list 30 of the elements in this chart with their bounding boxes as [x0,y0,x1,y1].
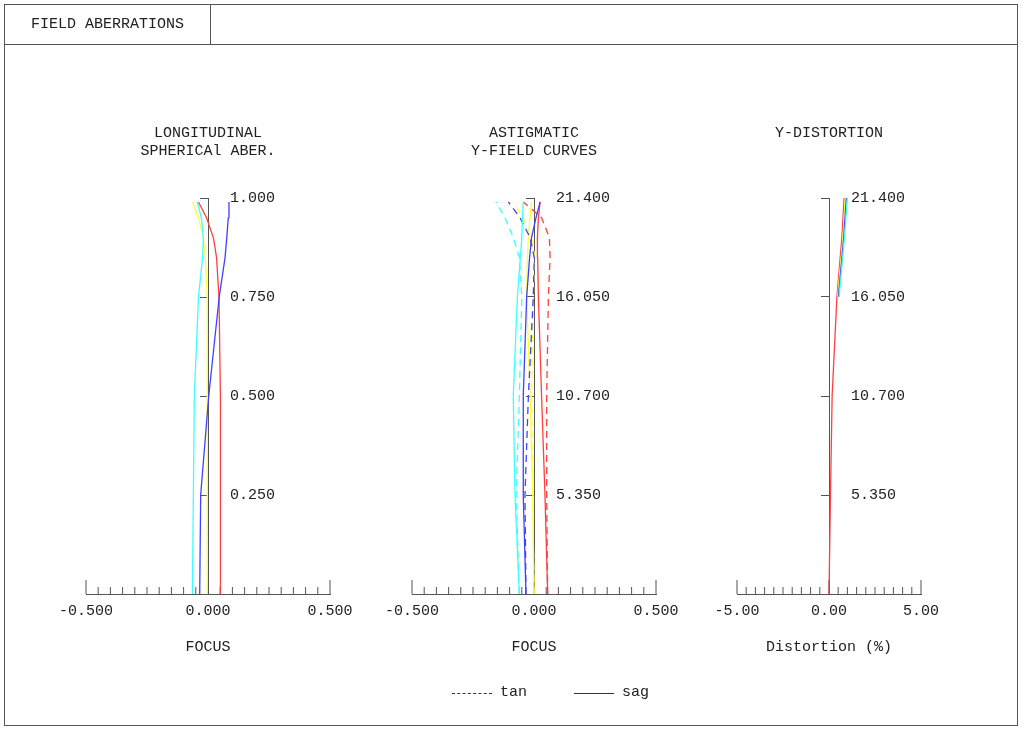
x-axis-title: Distortion (%) [765,638,893,656]
y-tick-label: 16.050 [851,288,906,306]
x-tick-label: 0.000 [511,602,557,620]
y-tick-label: 16.050 [556,288,611,306]
y-tick-label: 21.400 [556,189,611,207]
y-tick-label: 21.400 [851,189,906,207]
chart-title: LONGITUDINAL SPHERICAl ABER. [140,124,276,160]
x-tick-label: 0.500 [633,602,679,620]
y-tick-label: 0.250 [230,486,276,504]
x-tick-label: 0.000 [185,602,231,620]
x-tick-label: 0.500 [307,602,353,620]
y-tick-label: 5.350 [556,486,602,504]
x-tick-label: 0.00 [810,602,848,620]
y-tick-label: 0.750 [230,288,276,306]
y-tick-label: 0.500 [230,387,276,405]
chart-title: ASTIGMATIC Y-FIELD CURVES [470,124,598,160]
y-tick-label: 1.000 [230,189,276,207]
x-tick-label: -0.500 [58,602,114,620]
text: FIELD ABERRATIONS [5,5,212,44]
text: tan [500,683,528,703]
y-tick-label: 10.700 [556,387,611,405]
x-axis-title: FOCUS [185,638,231,656]
x-tick-label: 5.00 [902,602,940,620]
x-tick-label: -0.500 [384,602,440,620]
x-axis-title: FOCUS [511,638,557,656]
chart-title: Y-DISTORTION [774,124,884,142]
y-tick-label: 10.700 [851,387,906,405]
x-tick-label: -5.00 [714,602,760,620]
text: sag [622,683,650,703]
y-tick-label: 5.350 [851,486,897,504]
